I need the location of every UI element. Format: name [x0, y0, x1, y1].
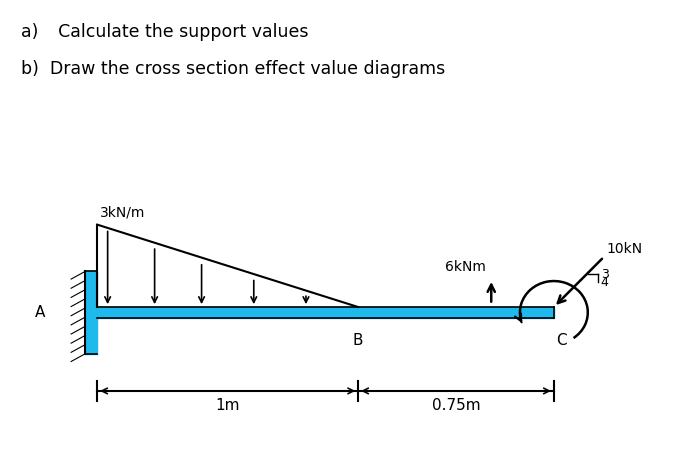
- Text: 1m: 1m: [215, 397, 240, 412]
- Bar: [97, 307, 554, 318]
- Text: 6kNm: 6kNm: [445, 260, 486, 274]
- Bar: [86, 272, 97, 354]
- Text: C: C: [556, 332, 567, 347]
- Text: A: A: [35, 304, 45, 319]
- Text: a)   Calculate the support values: a) Calculate the support values: [21, 23, 308, 41]
- Text: B: B: [353, 332, 364, 347]
- Text: 4: 4: [601, 275, 609, 288]
- Text: 3kN/m: 3kN/m: [100, 205, 145, 219]
- Text: 3: 3: [601, 268, 609, 281]
- Text: 10kN: 10kN: [607, 241, 643, 255]
- Text: b)  Draw the cross section effect value diagrams: b) Draw the cross section effect value d…: [21, 60, 445, 78]
- Text: 0.75m: 0.75m: [432, 397, 480, 412]
